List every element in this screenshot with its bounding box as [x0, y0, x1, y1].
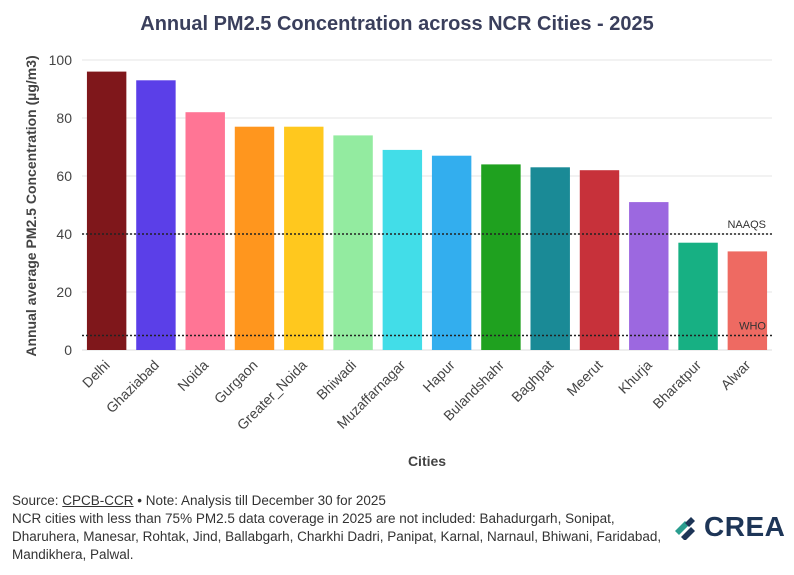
x-tick-label: Meerut — [563, 357, 605, 399]
bar-ghaziabad[interactable] — [136, 80, 176, 351]
source-prefix: Source: — [12, 493, 63, 508]
bar-baghpat[interactable] — [530, 167, 570, 350]
y-tick-label: 60 — [56, 168, 72, 184]
crea-logo-icon — [675, 517, 695, 540]
x-tick-label: Noida — [174, 357, 211, 394]
bar-noida[interactable] — [185, 112, 225, 350]
bar-hapur[interactable] — [431, 155, 472, 350]
y-axis-label: Annual average PM2.5 Concentration (µg/m… — [23, 55, 39, 356]
bar-greater-noida[interactable] — [284, 126, 324, 350]
x-tick-label: Bharatpur — [649, 357, 704, 412]
reference-label-naaqs: NAAQS — [727, 219, 766, 231]
y-tick-label: 80 — [56, 110, 72, 126]
chart-title: Annual PM2.5 Concentration across NCR Ci… — [140, 13, 653, 35]
bar-alwar[interactable] — [727, 251, 768, 350]
bar-bulandshahr[interactable] — [481, 164, 521, 350]
bar-khurja[interactable] — [629, 202, 669, 350]
bar-muzaffarnagar[interactable] — [382, 149, 423, 350]
x-tick-label: Hapur — [419, 357, 458, 396]
footer: Source: CPCB-CCR • Note: Analysis till D… — [12, 492, 662, 564]
analysis-note: • Note: Analysis till December 30 for 20… — [133, 493, 386, 508]
source-link[interactable]: CPCB-CCR — [62, 493, 134, 508]
y-tick-label: 20 — [56, 284, 72, 300]
bars — [86, 71, 768, 351]
bar-gurgaon[interactable] — [234, 126, 275, 350]
y-tick-label: 40 — [56, 226, 72, 242]
x-axis-label: Cities — [408, 453, 446, 469]
bar-bhiwadi[interactable] — [333, 135, 373, 350]
x-tick-label: Bhiwadi — [313, 357, 359, 403]
y-tick-label: 0 — [64, 342, 72, 358]
bar-bharatpur[interactable] — [678, 242, 718, 350]
crea-logo: CREA — [672, 510, 785, 544]
x-tick-label: Alwar — [717, 357, 753, 393]
coverage-note: NCR cities with less than 75% PM2.5 data… — [12, 511, 662, 562]
x-tick-label: Ghaziabad — [103, 357, 162, 416]
bar-meerut[interactable] — [579, 170, 620, 350]
source-line: Source: CPCB-CCR • Note: Analysis till D… — [12, 492, 662, 510]
reference-label-who: WHO — [739, 321, 766, 333]
x-tick-label: Baghpat — [508, 357, 556, 405]
reference-lines: NAAQS WHO — [82, 219, 772, 337]
bar-delhi[interactable] — [86, 71, 127, 350]
crea-logo-text: CREA — [704, 511, 786, 542]
x-tick-label: Khurja — [615, 357, 655, 397]
pm25-bar-chart: Annual PM2.5 Concentration across NCR Ci… — [23, 13, 772, 469]
y-tick-label: 100 — [49, 52, 73, 68]
x-tick-label: Gurgaon — [211, 357, 261, 407]
y-axis-ticks: 0 20 40 60 80 100 — [49, 52, 73, 358]
x-tick-label: Delhi — [79, 357, 113, 391]
